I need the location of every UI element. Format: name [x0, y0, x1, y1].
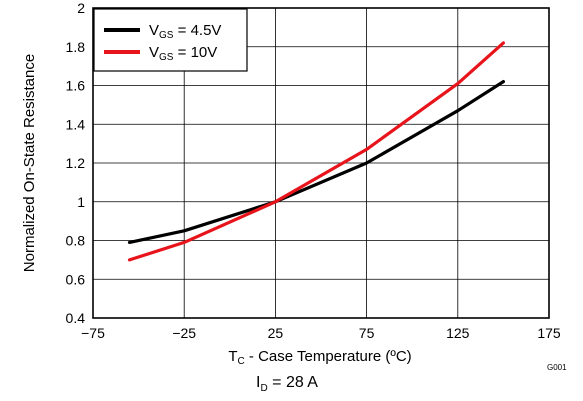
- x-axis-label-prefix: T: [228, 348, 237, 365]
- figure-id: G001: [547, 363, 567, 372]
- test-condition: ID = 28 A: [256, 374, 318, 394]
- y-tick-label: 1.2: [66, 155, 86, 171]
- series-line: [127, 79, 505, 244]
- y-tick-label: 1.4: [66, 116, 86, 132]
- x-tick-label: −25: [172, 325, 196, 341]
- y-tick-label: 1.6: [66, 78, 86, 94]
- condition-prefix: I: [256, 374, 260, 391]
- data-lines: [127, 41, 505, 262]
- x-tick-label: −75: [81, 325, 105, 341]
- legend-label: VGS = 4.5V: [149, 22, 221, 41]
- x-tick-labels: −75 −25 25 75 125 175: [81, 325, 561, 341]
- y-tick-label: 2: [77, 0, 85, 16]
- y-axis-label: Normalized On-State Resistance: [21, 54, 38, 272]
- legend-box: [93, 8, 248, 72]
- y-tick-label: 0.6: [66, 271, 86, 287]
- series-line: [127, 41, 505, 262]
- y-tick-label: 0.4: [66, 310, 86, 326]
- x-tick-label: 75: [359, 325, 375, 341]
- y-tick-labels: 0.4 0.6 0.8 1 1.2 1.4 1.6 1.8 2: [66, 0, 86, 326]
- x-axis-label: TC - Case Temperature (ºC): [228, 348, 411, 367]
- plot-area: [92, 7, 550, 319]
- x-tick-label: 25: [268, 325, 284, 341]
- y-tick-label: 1.8: [66, 39, 86, 55]
- x-tick-label: 175: [537, 325, 561, 341]
- x-axis-label-subscript: C: [238, 356, 245, 367]
- x-axis-label-rest: - Case Temperature (ºC): [245, 348, 412, 365]
- x-tick-label: 125: [446, 325, 470, 341]
- y-tick-label: 0.8: [66, 233, 86, 249]
- y-tick-label: 1: [77, 194, 85, 210]
- condition-subscript: D: [260, 383, 267, 394]
- legend: VGS = 4.5V VGS = 10V: [93, 8, 248, 72]
- condition-rest: = 28 A: [268, 374, 319, 391]
- legend-label: VGS = 10V: [149, 44, 217, 63]
